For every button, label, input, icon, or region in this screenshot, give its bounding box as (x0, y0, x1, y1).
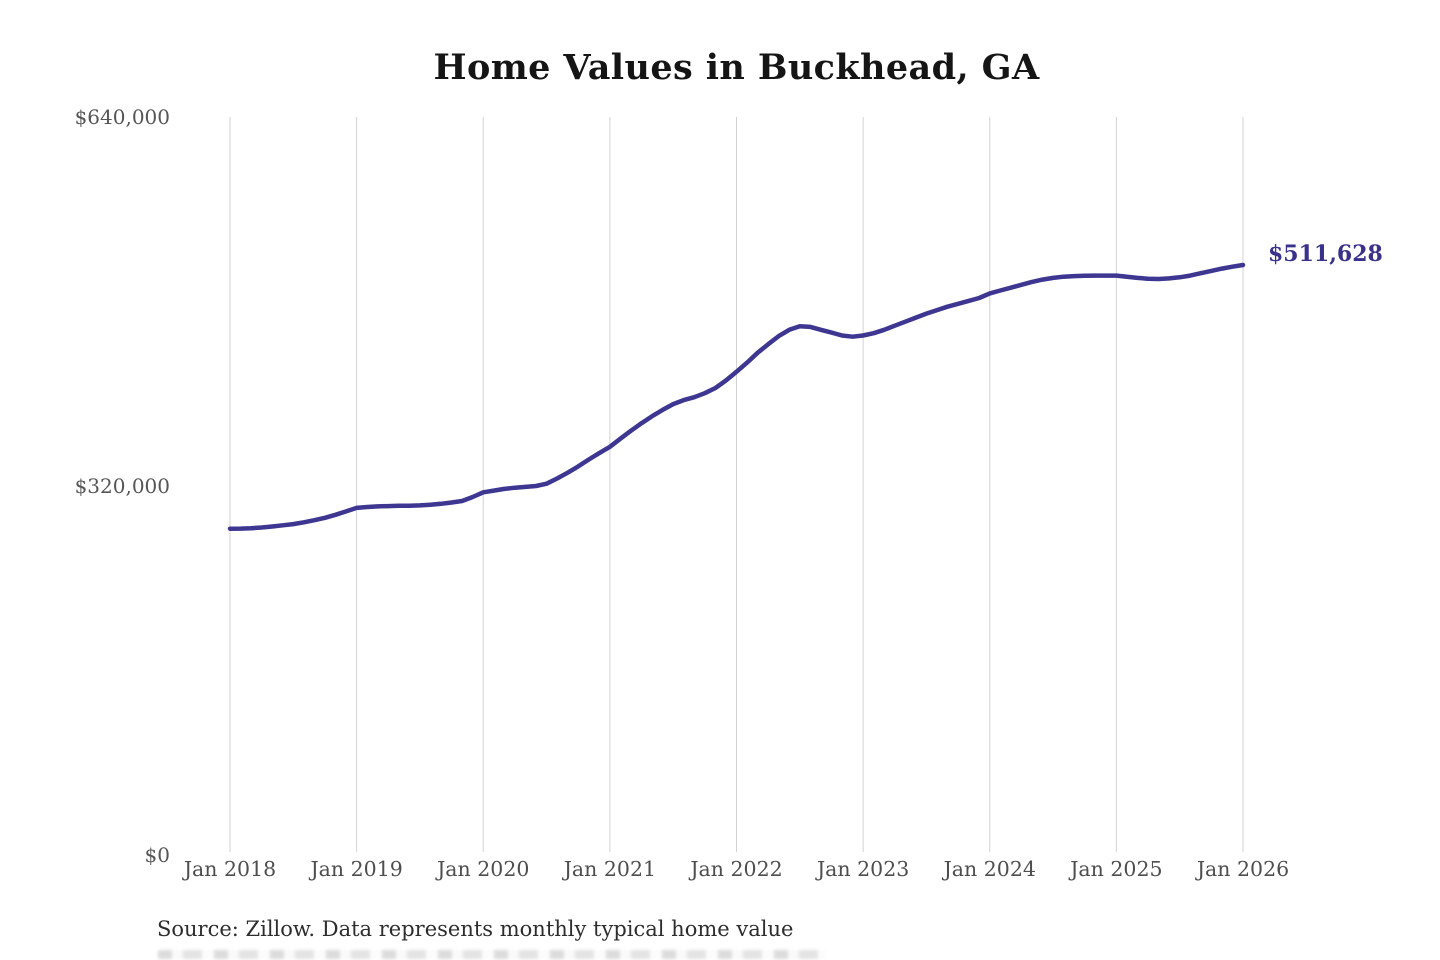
source-note: Source: Zillow. Data represents monthly … (157, 917, 794, 941)
latest-value-label: $511,628 (1268, 241, 1383, 268)
x-tick-jan-2023: Jan 2023 (816, 857, 910, 881)
x-tick-jan-2018: Jan 2018 (183, 857, 277, 881)
x-tick-jan-2026: Jan 2026 (1196, 857, 1290, 881)
x-tick-jan-2021: Jan 2021 (563, 857, 657, 881)
y-tick-640000: $640,000 (74, 105, 170, 129)
y-tick-320000: $320,000 (74, 474, 170, 498)
x-tick-jan-2019: Jan 2019 (310, 857, 403, 881)
x-tick-jan-2020: Jan 2020 (437, 857, 530, 881)
x-tick-jan-2024: Jan 2024 (943, 857, 1036, 881)
gridlines (229, 117, 1244, 852)
chart-title: Home Values in Buckhead, GA (433, 47, 1040, 88)
y-tick-0: $0 (144, 843, 170, 867)
x-tick-jan-2025: Jan 2025 (1070, 857, 1163, 881)
home-value-line (227, 262, 1246, 531)
x-tick-jan-2022: Jan 2022 (690, 857, 783, 881)
cropped-text-artifact (158, 950, 826, 959)
